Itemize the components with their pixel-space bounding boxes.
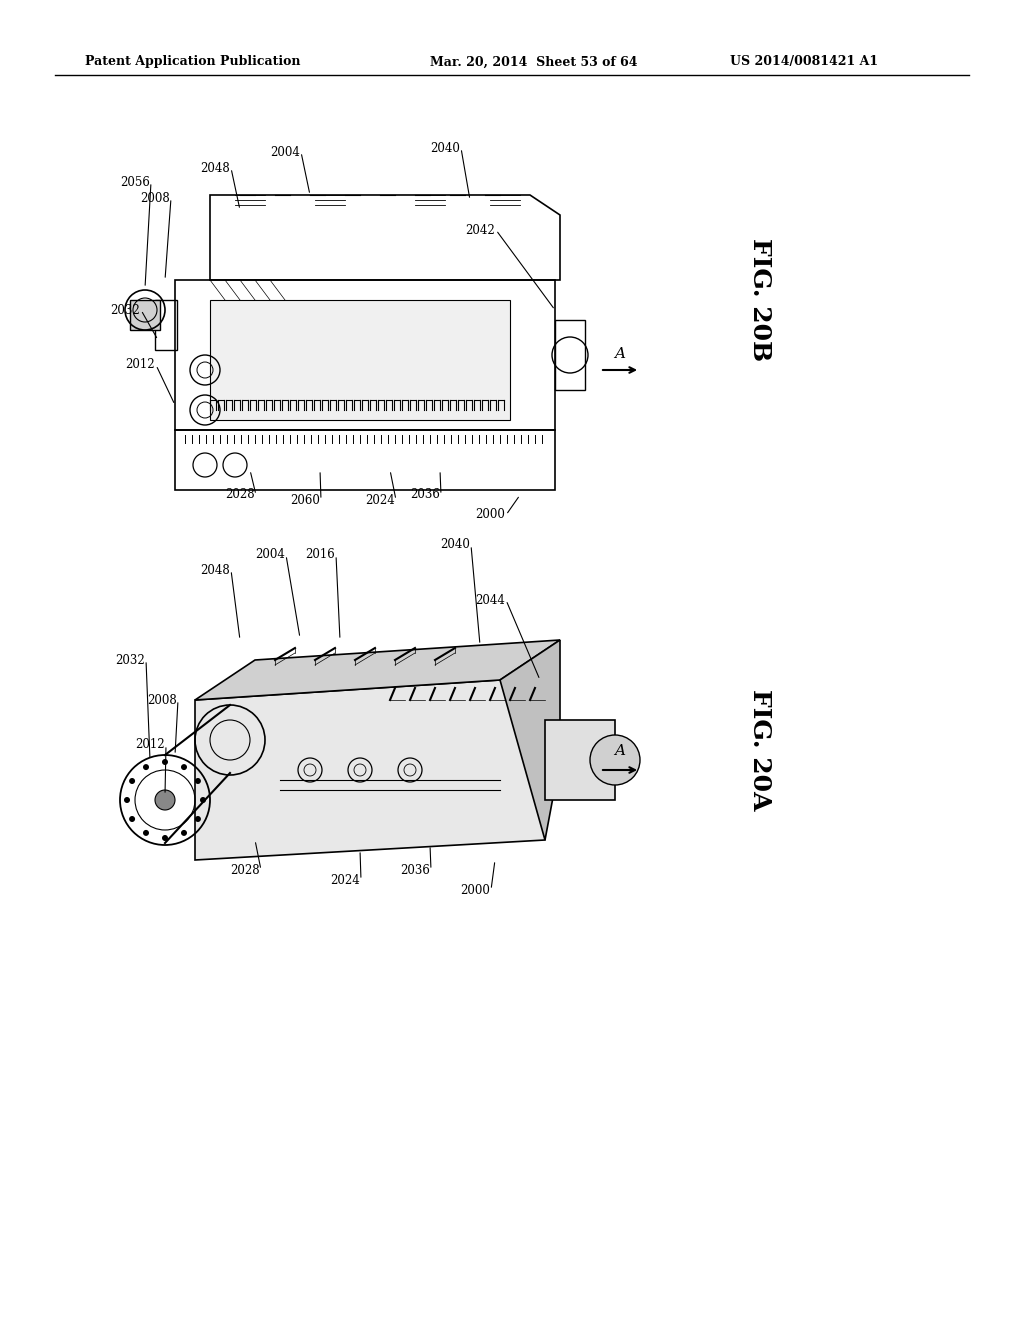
Text: 2028: 2028 — [230, 863, 260, 876]
Circle shape — [162, 759, 168, 766]
Bar — [175, 430, 555, 490]
Text: 2024: 2024 — [330, 874, 359, 887]
Text: 2048: 2048 — [200, 161, 229, 174]
Circle shape — [200, 797, 206, 803]
Text: 2036: 2036 — [400, 863, 430, 876]
Polygon shape — [195, 640, 560, 700]
Circle shape — [162, 836, 168, 841]
Text: 2036: 2036 — [410, 488, 440, 502]
Text: 2004: 2004 — [255, 549, 285, 561]
Text: 2032: 2032 — [111, 304, 140, 317]
Circle shape — [590, 735, 640, 785]
Polygon shape — [500, 640, 560, 840]
Text: 2012: 2012 — [135, 738, 165, 751]
Bar — [210, 300, 510, 420]
Text: 2016: 2016 — [305, 549, 335, 561]
Circle shape — [129, 816, 135, 822]
Circle shape — [143, 764, 150, 770]
Circle shape — [195, 816, 201, 822]
Text: FIG. 20B: FIG. 20B — [748, 239, 772, 362]
Bar — [130, 300, 160, 330]
Bar — [155, 300, 177, 350]
Circle shape — [181, 764, 187, 770]
Text: A: A — [614, 744, 626, 758]
Text: Mar. 20, 2014  Sheet 53 of 64: Mar. 20, 2014 Sheet 53 of 64 — [430, 55, 638, 69]
Text: 2000: 2000 — [460, 883, 489, 896]
Polygon shape — [195, 680, 545, 861]
Bar — [545, 719, 615, 800]
Text: 2044: 2044 — [475, 594, 505, 606]
Text: 2008: 2008 — [140, 191, 170, 205]
Circle shape — [124, 797, 130, 803]
Text: 2000: 2000 — [475, 508, 505, 521]
Circle shape — [181, 830, 187, 836]
Text: A: A — [614, 347, 626, 360]
Text: 2040: 2040 — [440, 539, 470, 552]
Text: FIG. 20A: FIG. 20A — [748, 689, 772, 810]
Text: 2028: 2028 — [225, 488, 255, 502]
Text: US 2014/0081421 A1: US 2014/0081421 A1 — [730, 55, 879, 69]
Text: 2040: 2040 — [430, 141, 460, 154]
Text: Patent Application Publication: Patent Application Publication — [85, 55, 300, 69]
Text: 2004: 2004 — [270, 145, 300, 158]
Text: 2024: 2024 — [366, 494, 395, 507]
Text: 2042: 2042 — [465, 223, 495, 236]
Text: 2060: 2060 — [290, 494, 319, 507]
Text: 2056: 2056 — [120, 176, 150, 189]
Bar — [555, 319, 585, 389]
Bar — [175, 280, 555, 430]
Circle shape — [155, 789, 175, 810]
Text: 2048: 2048 — [200, 564, 229, 577]
Text: 2008: 2008 — [147, 693, 177, 706]
Circle shape — [129, 777, 135, 784]
Circle shape — [143, 830, 150, 836]
Circle shape — [195, 777, 201, 784]
Text: 2012: 2012 — [125, 359, 155, 371]
Text: 2032: 2032 — [115, 653, 144, 667]
